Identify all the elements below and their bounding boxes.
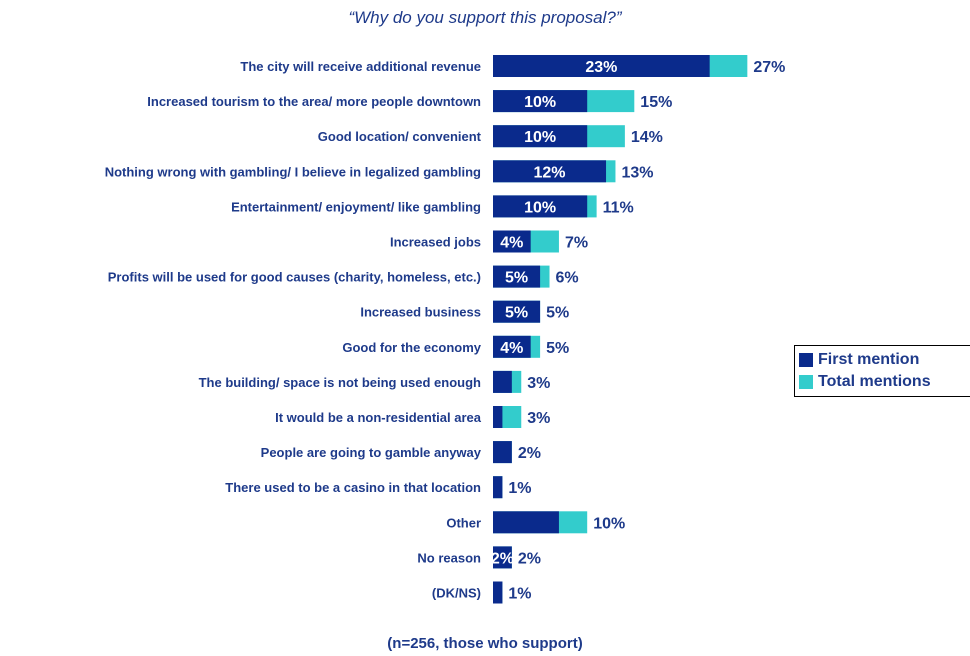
data-label-total-mentions: 15% <box>640 94 672 111</box>
data-label-first-mention: 23% <box>585 59 617 76</box>
data-label-total-mentions: 10% <box>593 515 625 532</box>
legend-label-total: Total mentions <box>818 373 931 390</box>
legend-swatch-first <box>799 353 813 367</box>
data-label-total-mentions: 5% <box>546 340 569 357</box>
category-label: Nothing wrong with gambling/ I believe i… <box>105 164 481 179</box>
data-label-first-mention: 10% <box>524 199 556 216</box>
category-label: People are going to gamble anyway <box>261 445 482 460</box>
bar-first-mention <box>493 335 531 358</box>
bar-first-mention <box>493 476 503 499</box>
data-label-total-mentions: 2% <box>518 445 541 462</box>
data-label-first-mention: 10% <box>524 94 556 111</box>
data-label-total-mentions: 6% <box>556 270 579 287</box>
data-label-total-mentions: 13% <box>621 164 653 181</box>
legend-swatch-total <box>799 375 813 389</box>
data-label-first-mention: 2% <box>491 550 514 567</box>
data-label-first-mention: 10% <box>524 129 556 146</box>
data-label-total-mentions: 7% <box>565 235 588 252</box>
category-label: Profits will be used for good causes (ch… <box>108 270 481 285</box>
data-label-total-mentions: 1% <box>508 586 531 603</box>
data-label-total-mentions: 5% <box>546 305 569 322</box>
category-label: There used to be a casino in that locati… <box>225 480 481 495</box>
legend-item-first-mention: First mention <box>799 349 969 371</box>
bar-first-mention <box>493 511 559 534</box>
data-label-first-mention: 5% <box>505 270 528 287</box>
legend-label-first: First mention <box>818 351 920 368</box>
category-label: Increased tourism to the area/ more peop… <box>147 94 481 109</box>
data-label-total-mentions: 3% <box>527 410 550 427</box>
bar-first-mention <box>493 546 512 569</box>
category-label: Increased business <box>360 305 481 320</box>
bar-first-mention <box>493 581 503 604</box>
data-label-first-mention: 5% <box>505 305 528 322</box>
category-label: Other <box>446 515 481 530</box>
category-label: No reason <box>417 550 481 565</box>
data-label-total-mentions: 2% <box>518 550 541 567</box>
data-label-first-mention: 4% <box>500 340 523 357</box>
bar-first-mention <box>493 125 588 148</box>
category-label: The building/ space is not being used en… <box>199 375 481 390</box>
data-label-total-mentions: 14% <box>631 129 663 146</box>
data-label-total-mentions: 27% <box>753 59 785 76</box>
chart-title: “Why do you support this proposal?” <box>348 8 622 27</box>
chart-footnote: (n=256, those who support) <box>387 635 583 652</box>
category-label: Good location/ convenient <box>318 129 482 144</box>
data-label-first-mention: 4% <box>500 235 523 252</box>
bar-first-mention <box>493 300 541 323</box>
bar-first-mention <box>493 55 710 77</box>
category-label: The city will receive additional revenue <box>240 59 481 74</box>
bar-first-mention <box>493 90 588 113</box>
bar-first-mention <box>493 160 607 183</box>
data-label-first-mention: 12% <box>534 164 566 181</box>
legend-item-total-mentions: Total mentions <box>799 371 969 393</box>
category-label: (DK/NS) <box>432 586 481 601</box>
bar-first-mention <box>493 441 512 464</box>
bar-first-mention <box>493 230 531 253</box>
bar-first-mention <box>493 265 541 288</box>
data-label-total-mentions: 1% <box>508 480 531 497</box>
category-label: Entertainment/ enjoyment/ like gambling <box>231 199 481 214</box>
data-label-total-mentions: 11% <box>603 199 634 216</box>
legend: First mention Total mentions <box>794 345 970 397</box>
bar-first-mention <box>493 370 512 393</box>
bar-first-mention <box>493 406 503 428</box>
category-label: It would be a non-residential area <box>275 410 482 425</box>
bar-first-mention <box>493 195 588 218</box>
data-label-total-mentions: 3% <box>527 375 550 392</box>
category-label: Increased jobs <box>390 235 481 250</box>
category-label: Good for the economy <box>342 340 481 355</box>
